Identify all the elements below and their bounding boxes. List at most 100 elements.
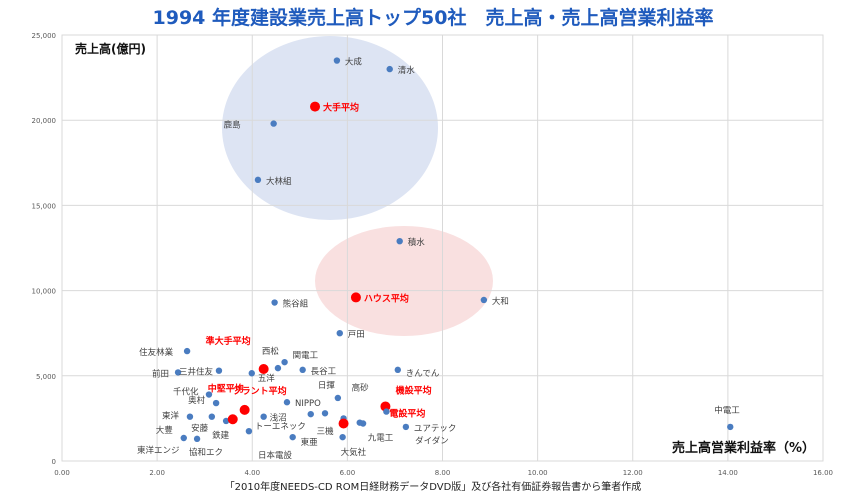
point-label: 東亜 [301,437,319,448]
point-label: 浅沼 [270,413,287,424]
y-tick-label: 15,000 [32,202,57,210]
point-label: 中堅平均 [208,382,244,394]
data-point [333,57,341,64]
data-point [299,366,306,374]
point-label: 奥村 [188,395,206,406]
point-label: 大成 [345,57,363,68]
point-label: 清水 [398,65,416,76]
point-label: 日揮 [318,380,336,391]
x-tick-label: 4.00 [244,469,260,477]
data-point [260,413,267,420]
data-point [289,433,296,441]
y-tick-label: 25,000 [32,32,57,40]
x-tick-label: 12.00 [623,469,643,477]
data-point [254,176,262,184]
point-label: ユアテック [414,424,457,434]
point-label: 住友林業 [139,347,174,358]
point-label: 東洋エンジ [137,445,180,456]
data-point [396,237,403,245]
x-tick-label: 10.00 [528,469,548,477]
data-point [480,296,488,304]
point-label: 東洋 [162,411,180,422]
point-label: 日本電設 [258,450,293,461]
point-label: 大手平均 [323,102,359,114]
point-label: 西松 [262,346,280,357]
average-point [338,418,349,429]
point-label: 高砂 [352,382,370,393]
data-point [321,410,329,417]
x-tick-label: 14.00 [718,469,738,477]
data-point [212,399,220,407]
point-label: 鹿島 [224,120,242,131]
source-note: 「2010年度NEEDS-CD ROM日経財務データDVD版」及び各社有価証券報… [224,482,642,493]
data-point [283,399,291,406]
data-point [281,358,288,366]
point-label: 千代化 [173,387,199,398]
point-label: 五洋 [258,373,276,384]
point-label: NIPPO [295,399,321,409]
data-point [208,413,216,420]
data-point [193,435,201,443]
point-label: 前田 [152,368,169,379]
major-group-ellipse [222,36,438,220]
data-point [394,366,401,374]
y-tick-label: 10,000 [32,288,57,296]
data-point [386,65,393,73]
average-point [227,414,238,425]
point-label: 熊谷組 [283,299,309,310]
data-point [222,417,230,425]
data-point [271,299,278,306]
point-label: 大和 [492,296,509,307]
point-label: 大林組 [266,176,292,187]
data-point [334,394,342,402]
point-label: 三井住友 [179,367,214,378]
data-point [383,408,390,415]
point-label: プラント平均 [233,385,287,397]
point-label: ハウス平均 [364,292,409,304]
point-label: ダイダン [415,436,449,447]
point-label: 大気社 [341,447,367,458]
data-point [339,433,346,441]
data-point [274,364,282,372]
point-label: 長谷工 [311,367,337,377]
point-label: きんでん [406,369,440,379]
x-tick-label: 0.00 [54,469,70,477]
point-label: 準大手平均 [206,335,251,347]
average-point [310,101,321,112]
data-point [174,369,182,376]
data-point [307,410,314,418]
data-point [359,420,367,427]
point-label: 戸田 [348,330,365,340]
point-label: 積水 [408,237,426,248]
x-axis-title: 売上高営業利益率（%） [672,440,815,456]
point-label: 協和エク [189,447,223,458]
data-point [215,367,223,374]
data-point [248,370,255,377]
point-label: 中電工 [714,405,740,416]
data-point [270,120,277,127]
point-label: 大豊 [156,425,174,436]
data-point [245,427,253,435]
x-tick-label: 6.00 [340,469,356,477]
data-point [205,391,213,398]
x-tick-label: 2.00 [149,469,165,477]
data-point [180,434,187,442]
y-tick-label: 20,000 [32,117,57,125]
average-point [350,292,361,303]
y-tick-label: 5,000 [36,373,56,381]
point-label: 鉄建 [212,430,230,441]
average-point [239,404,250,415]
point-label: トーエネック [255,422,306,432]
point-label: 関電工 [293,351,319,361]
point-label: 電設平均 [389,407,425,419]
data-point [402,423,410,431]
point-label: 九電工 [368,434,394,444]
average-point [258,363,269,374]
point-label: 安藤 [191,423,209,434]
point-label: 機設平均 [396,385,432,397]
data-point [183,347,191,355]
data-point [336,330,343,337]
y-axis-title: 売上高(億円) [75,41,146,56]
house-group-ellipse [315,226,493,336]
